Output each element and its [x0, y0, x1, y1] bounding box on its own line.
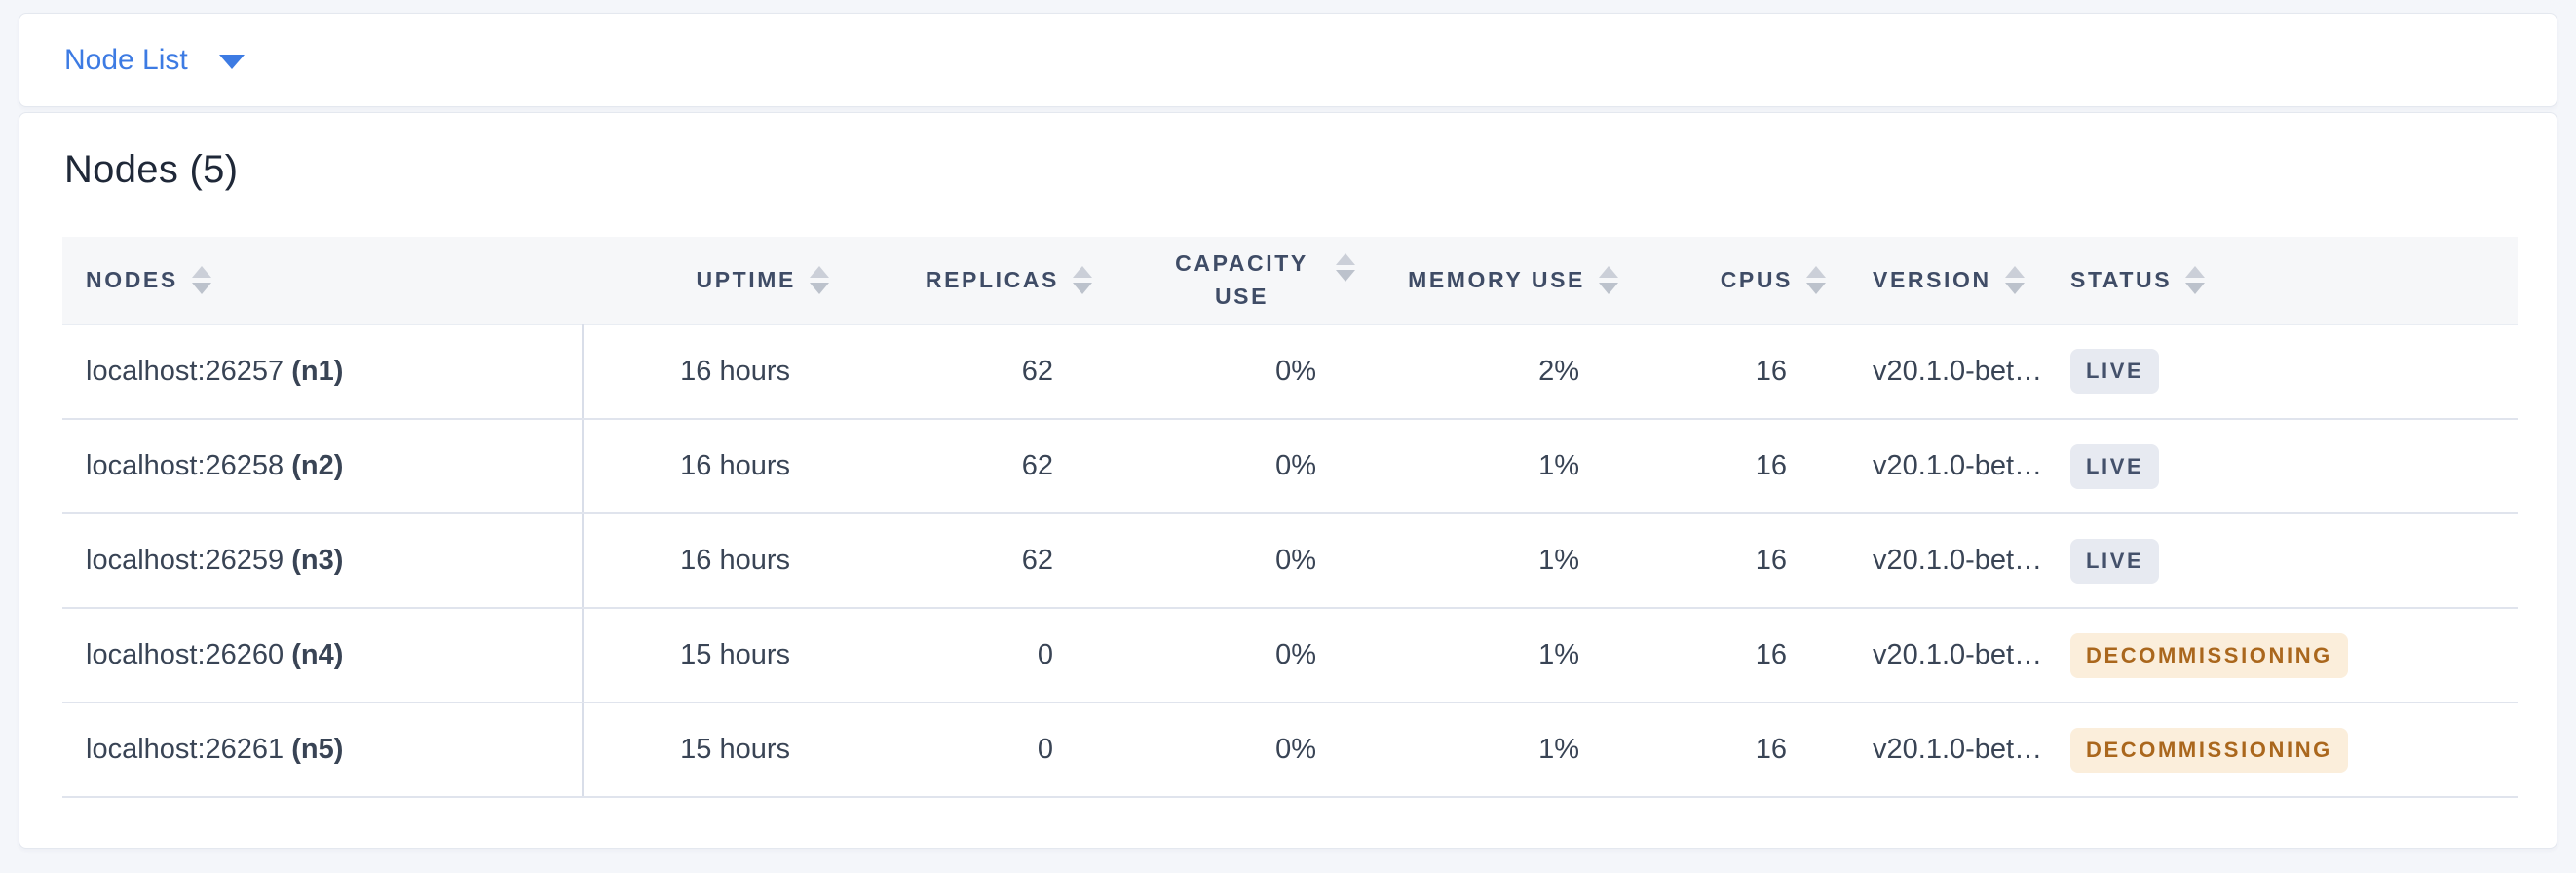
column-header-uptime[interactable]: UPTIME	[583, 237, 852, 325]
node-address: localhost:26257	[86, 355, 284, 387]
node-id: (n4)	[291, 639, 344, 670]
version-cell: v20.1.0-bet…	[1849, 513, 2047, 609]
view-selector-card: Node List	[19, 13, 2557, 107]
node-address-cell: localhost:26259 (n3)	[62, 513, 584, 609]
memory-use-cell: 1%	[1379, 702, 1642, 798]
status-cell: LIVE	[2047, 419, 2518, 514]
sort-icon[interactable]	[2185, 266, 2206, 295]
memory-use-cell: 1%	[1379, 608, 1642, 703]
status-cell: LIVE	[2047, 324, 2518, 420]
column-header-status[interactable]: STATUS	[2047, 237, 2518, 325]
nodes-card: Nodes (5) NODES	[19, 112, 2557, 849]
node-address: localhost:26258	[86, 450, 284, 481]
column-header-capacity-use[interactable]: CAPACITY USE	[1116, 237, 1379, 325]
sort-icon[interactable]	[1806, 266, 1826, 295]
status-badge: DECOMMISSIONING	[2070, 632, 2348, 678]
status-badge: LIVE	[2070, 349, 2160, 395]
node-id: (n5)	[291, 734, 344, 765]
replicas-cell: 0	[852, 702, 1116, 798]
node-address: localhost:26261	[86, 734, 284, 765]
sort-icon[interactable]	[2004, 266, 2025, 295]
node-address-cell: localhost:26261 (n5)	[62, 702, 584, 798]
node-address-cell: localhost:26260 (n4)	[62, 608, 584, 703]
column-header-cpus[interactable]: CPUS	[1642, 237, 1849, 325]
uptime-cell: 15 hours	[583, 608, 852, 703]
status-badge: DECOMMISSIONING	[2070, 727, 2348, 773]
sort-icon[interactable]	[810, 266, 829, 295]
node-id: (n3)	[291, 545, 344, 576]
replicas-cell: 0	[852, 608, 1116, 703]
table-header-row: NODES UPTIME REPLICAS	[62, 237, 2518, 325]
column-header-replicas[interactable]: REPLICAS	[852, 237, 1116, 325]
memory-use-cell: 2%	[1379, 324, 1642, 420]
column-label-cpus: CPUS	[1720, 267, 1793, 293]
version-cell: v20.1.0-bet…	[1849, 608, 2047, 703]
capacity-use-cell: 0%	[1116, 324, 1379, 420]
node-address-cell: localhost:26257 (n1)	[62, 324, 584, 420]
status-cell: DECOMMISSIONING	[2047, 702, 2518, 798]
column-label-version: VERSION	[1873, 267, 1991, 293]
replicas-cell: 62	[852, 324, 1116, 420]
memory-use-cell: 1%	[1379, 513, 1642, 609]
sort-icon[interactable]	[1336, 253, 1355, 283]
node-address: localhost:26259	[86, 545, 284, 576]
node-id: (n2)	[291, 450, 344, 481]
view-selector-dropdown[interactable]: Node List	[64, 43, 245, 76]
sort-icon[interactable]	[1073, 266, 1092, 295]
version-cell: v20.1.0-bet…	[1849, 702, 2047, 798]
cpus-cell: 16	[1642, 513, 1849, 609]
uptime-cell: 15 hours	[583, 702, 852, 798]
cpus-cell: 16	[1642, 608, 1849, 703]
status-badge: LIVE	[2070, 443, 2160, 489]
sort-icon[interactable]	[1599, 266, 1618, 295]
column-label-status: STATUS	[2070, 267, 2173, 293]
page-root: Node List Nodes (5) NODES	[19, 13, 2557, 849]
column-header-memory-use[interactable]: MEMORY USE	[1379, 237, 1642, 325]
table-row[interactable]: localhost:26258 (n2) 16 hours 62 0% 1% 1…	[62, 419, 2518, 514]
sort-icon[interactable]	[191, 266, 211, 295]
uptime-cell: 16 hours	[583, 324, 852, 420]
chevron-down-icon	[218, 54, 245, 69]
node-address: localhost:26260	[86, 639, 284, 670]
node-list-table: NODES UPTIME REPLICAS	[62, 237, 2518, 798]
cpus-cell: 16	[1642, 419, 1849, 514]
version-cell: v20.1.0-bet…	[1849, 419, 2047, 514]
column-label-capacity-use: CAPACITY USE	[1175, 250, 1308, 309]
table-row[interactable]: localhost:26257 (n1) 16 hours 62 0% 2% 1…	[62, 324, 2518, 420]
column-header-version[interactable]: VERSION	[1849, 237, 2047, 325]
replicas-cell: 62	[852, 513, 1116, 609]
version-cell: v20.1.0-bet…	[1849, 324, 2047, 420]
capacity-use-cell: 0%	[1116, 513, 1379, 609]
cpus-cell: 16	[1642, 702, 1849, 798]
capacity-use-cell: 0%	[1116, 608, 1379, 703]
column-label-replicas: REPLICAS	[925, 267, 1059, 293]
column-label-memory-use: MEMORY USE	[1408, 267, 1585, 293]
table-row[interactable]: localhost:26259 (n3) 16 hours 62 0% 1% 1…	[62, 513, 2518, 609]
uptime-cell: 16 hours	[583, 513, 852, 609]
status-cell: DECOMMISSIONING	[2047, 608, 2518, 703]
node-address-cell: localhost:26258 (n2)	[62, 419, 584, 514]
column-label-uptime: UPTIME	[696, 267, 796, 293]
view-selector-label: Node List	[64, 43, 188, 76]
node-id: (n1)	[291, 355, 344, 387]
nodes-count-title: Nodes (5)	[64, 148, 239, 191]
capacity-use-cell: 0%	[1116, 702, 1379, 798]
replicas-cell: 62	[852, 419, 1116, 514]
column-label-nodes: NODES	[86, 267, 178, 293]
capacity-use-cell: 0%	[1116, 419, 1379, 514]
uptime-cell: 16 hours	[583, 419, 852, 514]
table-row[interactable]: localhost:26261 (n5) 15 hours 0 0% 1% 16…	[62, 702, 2518, 798]
column-header-nodes[interactable]: NODES	[62, 237, 583, 325]
status-cell: LIVE	[2047, 513, 2518, 609]
status-badge: LIVE	[2070, 538, 2160, 584]
cpus-cell: 16	[1642, 324, 1849, 420]
memory-use-cell: 1%	[1379, 419, 1642, 514]
table-row[interactable]: localhost:26260 (n4) 15 hours 0 0% 1% 16…	[62, 608, 2518, 703]
